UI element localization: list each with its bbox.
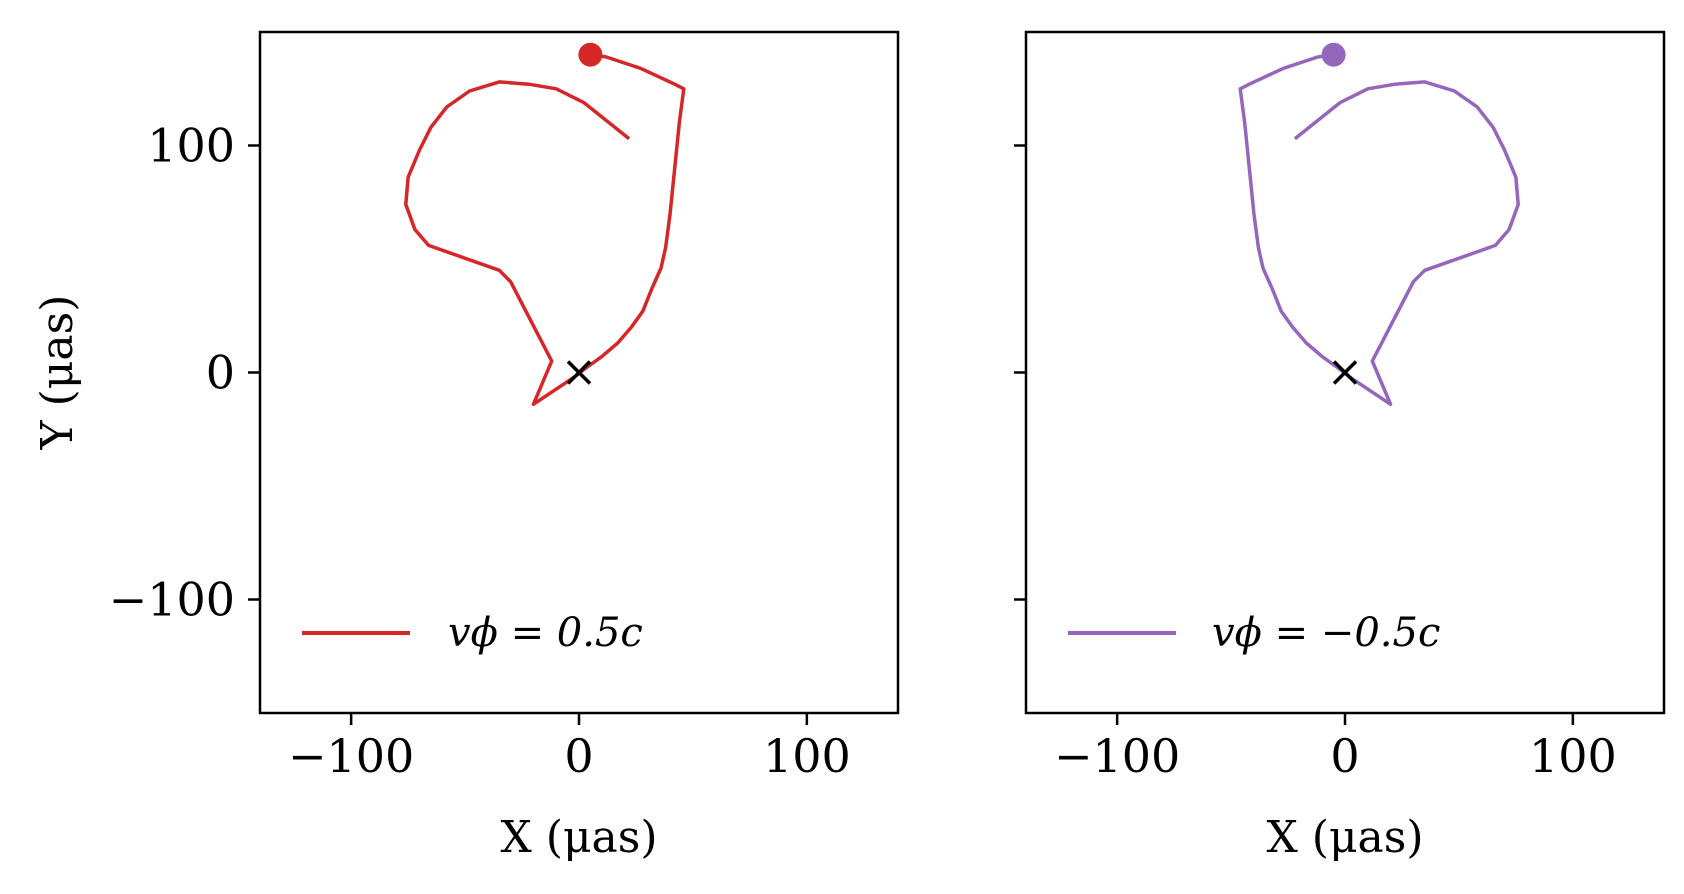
start-marker-left bbox=[578, 42, 603, 67]
y-tick-label-0: −100 bbox=[109, 573, 235, 627]
panel-right: −100 0 100 X (μas) vϕ = −0.5c bbox=[1014, 30, 1666, 863]
x-tick-label-left-0: −100 bbox=[288, 729, 414, 783]
ticks-left: −100 0 100 −100 0 100 bbox=[109, 119, 851, 784]
origin-x-stroke-b-right bbox=[1332, 360, 1358, 385]
x-tick-label-right-0: −100 bbox=[1054, 729, 1180, 783]
x-tick-label-left-2: 100 bbox=[763, 729, 851, 783]
ticks-right: −100 0 100 bbox=[1014, 144, 1617, 783]
origin-x-marker-right bbox=[1332, 360, 1358, 385]
x-axis-label-left: X (μas) bbox=[500, 812, 657, 863]
origin-x-marker-left bbox=[566, 360, 592, 385]
panel-left: −100 0 100 −100 0 100 X (μas) Y (μas) vϕ = 0.… bbox=[32, 30, 900, 863]
series-line-vphi-positive bbox=[404, 52, 686, 407]
y-axis-label: Y (μas) bbox=[32, 295, 83, 451]
x-tick-label-left-1: 0 bbox=[564, 729, 593, 783]
legend-label-left: vϕ = 0.5c bbox=[448, 610, 643, 656]
x-tick-label-right-2: 100 bbox=[1529, 729, 1617, 783]
x-tick-label-right-1: 0 bbox=[1330, 729, 1359, 783]
origin-x-stroke-b-left bbox=[566, 360, 592, 385]
series-line-vphi-negative bbox=[1238, 52, 1520, 407]
y-tick-label-2: 100 bbox=[147, 119, 235, 173]
legend-label-right: vϕ = −0.5c bbox=[1212, 610, 1440, 656]
y-tick-label-1: 0 bbox=[206, 346, 235, 400]
x-axis-label-right: X (μas) bbox=[1266, 812, 1423, 863]
start-marker-right bbox=[1321, 42, 1346, 67]
